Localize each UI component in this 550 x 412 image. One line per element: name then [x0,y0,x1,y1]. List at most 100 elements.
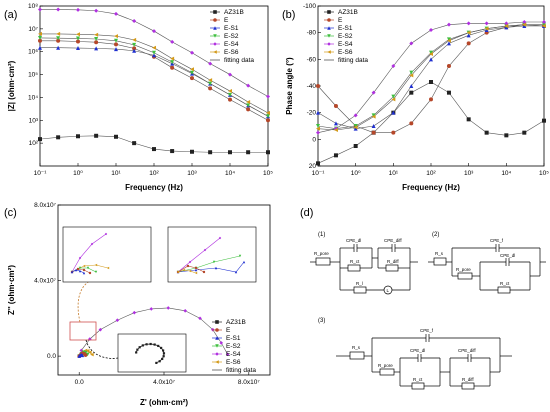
panel-c-point [85,352,90,357]
inset-3-point [138,346,141,349]
c1-l-label: L [387,288,390,293]
panel-a-point [114,11,118,16]
panel-b-point [504,24,509,28]
inset-1-curve [71,233,107,273]
panel-b-legend-marker [327,50,331,54]
panel-a-point [76,39,80,44]
panel-c-point [183,308,187,313]
circuit-1: (1) R_pore CPE_dl R_ct CPE_diff [310,232,418,295]
c3-r-pore-label: R_pore [378,363,393,368]
panel-a-point [56,38,61,43]
panel-b-xlabel: Frequency (Hz) [402,183,460,192]
inset-3-point [136,348,139,351]
panel-b-point [504,21,509,26]
panel-a-point [38,7,42,12]
panel-c-point [198,316,202,321]
panel-b-fit-line [317,81,545,164]
panel-b-yticks: -100 -80 -60 -40 -20 0 20 [303,3,321,170]
panel-c-legend-label: E [226,327,231,334]
panel-a-legend-marker [213,50,217,54]
panel-b-point [353,126,358,131]
panel-c-point [98,327,103,332]
inset-2-curve [177,237,221,273]
c3-cpe-f-label: CPE_f [420,328,434,333]
panel-b-point [391,110,396,115]
panel-b-point [446,64,451,68]
c1-cpe-diff-label: CPE_diff [384,238,402,243]
panel-b-point [391,64,396,68]
inset-2-curve [177,269,197,274]
panel-c-legend-marker [215,328,219,332]
panel-a-point [56,31,61,36]
panel-a-point [152,29,156,34]
panel-a-legend-label: AZ31B [224,9,244,16]
panel-a-point [76,7,80,12]
c3-r-pore [379,368,395,376]
c2-cpe-dl-label: CPE_dl [500,253,515,258]
c3-r-s-label: R_s [352,345,361,350]
panel-c-yticks: 0.0 4.0x10⁷ 8.0x10⁷ [34,202,61,360]
panel-a-data [38,7,270,155]
panel-b-point [316,110,320,115]
panel-b-label: (b) [282,9,295,21]
panel-d-circuits: (d) (1) R_pore CPE_dl R_ct CPE_di [300,207,546,390]
inset-1-curve [71,269,85,274]
inset-1-point [78,256,82,260]
panel-a-point [94,8,99,13]
panel-b-point [353,125,358,130]
panel-c-xtick-label: 4.0x10⁷ [153,379,176,386]
panel-b-point [542,22,546,27]
panel-a-xtick-label: 10⁵ [263,170,273,177]
panel-b-point [446,90,451,95]
panel-b-point [333,104,338,108]
panel-b-ytick-label: 0 [312,136,316,143]
panel-b-point [391,94,396,99]
zoom-box [69,321,97,341]
panel-b-ytick-label: -60 [307,56,317,63]
c3-r-diff [461,382,475,390]
panel-a-point [56,36,61,41]
inset-3-point [158,360,161,363]
panel-a-point [208,78,213,83]
panel-a-point [76,46,80,51]
panel-c-legend-marker [215,352,219,356]
inset-2-point [194,266,198,270]
panel-a-point [170,39,175,44]
panel-a-point [228,89,232,94]
panel-b-point [316,161,320,166]
panel-a-point [114,38,118,43]
panel-a-point [38,38,42,43]
c1-r-pore [315,257,331,266]
panel-c-xtick-label: 8.0x10⁷ [238,379,261,386]
inset-1-point [82,271,86,275]
panel-b-point [446,38,451,43]
panel-b-point [353,113,358,118]
c1-r-pore-label: R_pore [314,251,329,256]
panel-c-legend-label: E-S2 [226,343,241,350]
panel-b-point [484,21,489,26]
panel-a-point [76,32,80,37]
panel-a-ytick-label: 10³ [29,117,39,124]
panel-b-point [316,124,320,128]
panel-c-legend-label: E-S1 [226,335,241,342]
panel-c-ytick-label: 0.0 [47,353,56,360]
panel-c-legend-marker [215,360,219,364]
panel-a-point [190,50,194,55]
panel-b-legend-label: E-S6 [338,49,353,56]
panel-a-ytick-label: 10⁷ [28,26,38,33]
panel-c-label: (c) [4,207,17,219]
inset-3-point [153,343,156,346]
panel-b-legend-marker [327,10,331,14]
panel-b-point [466,30,471,35]
c2-r-ct-label: R_ct [500,281,510,286]
inset-2-point [176,270,180,274]
panel-a-ytick-label: 10⁴ [28,94,38,101]
panel-a-label: (a) [4,9,17,21]
panel-a-xtick-label: 10¹ [111,170,121,177]
panel-b-point [466,41,471,46]
panel-a-point [152,50,156,55]
panel-a-ytick-label: 10² [29,140,39,147]
panel-a-legend-marker [213,18,217,22]
